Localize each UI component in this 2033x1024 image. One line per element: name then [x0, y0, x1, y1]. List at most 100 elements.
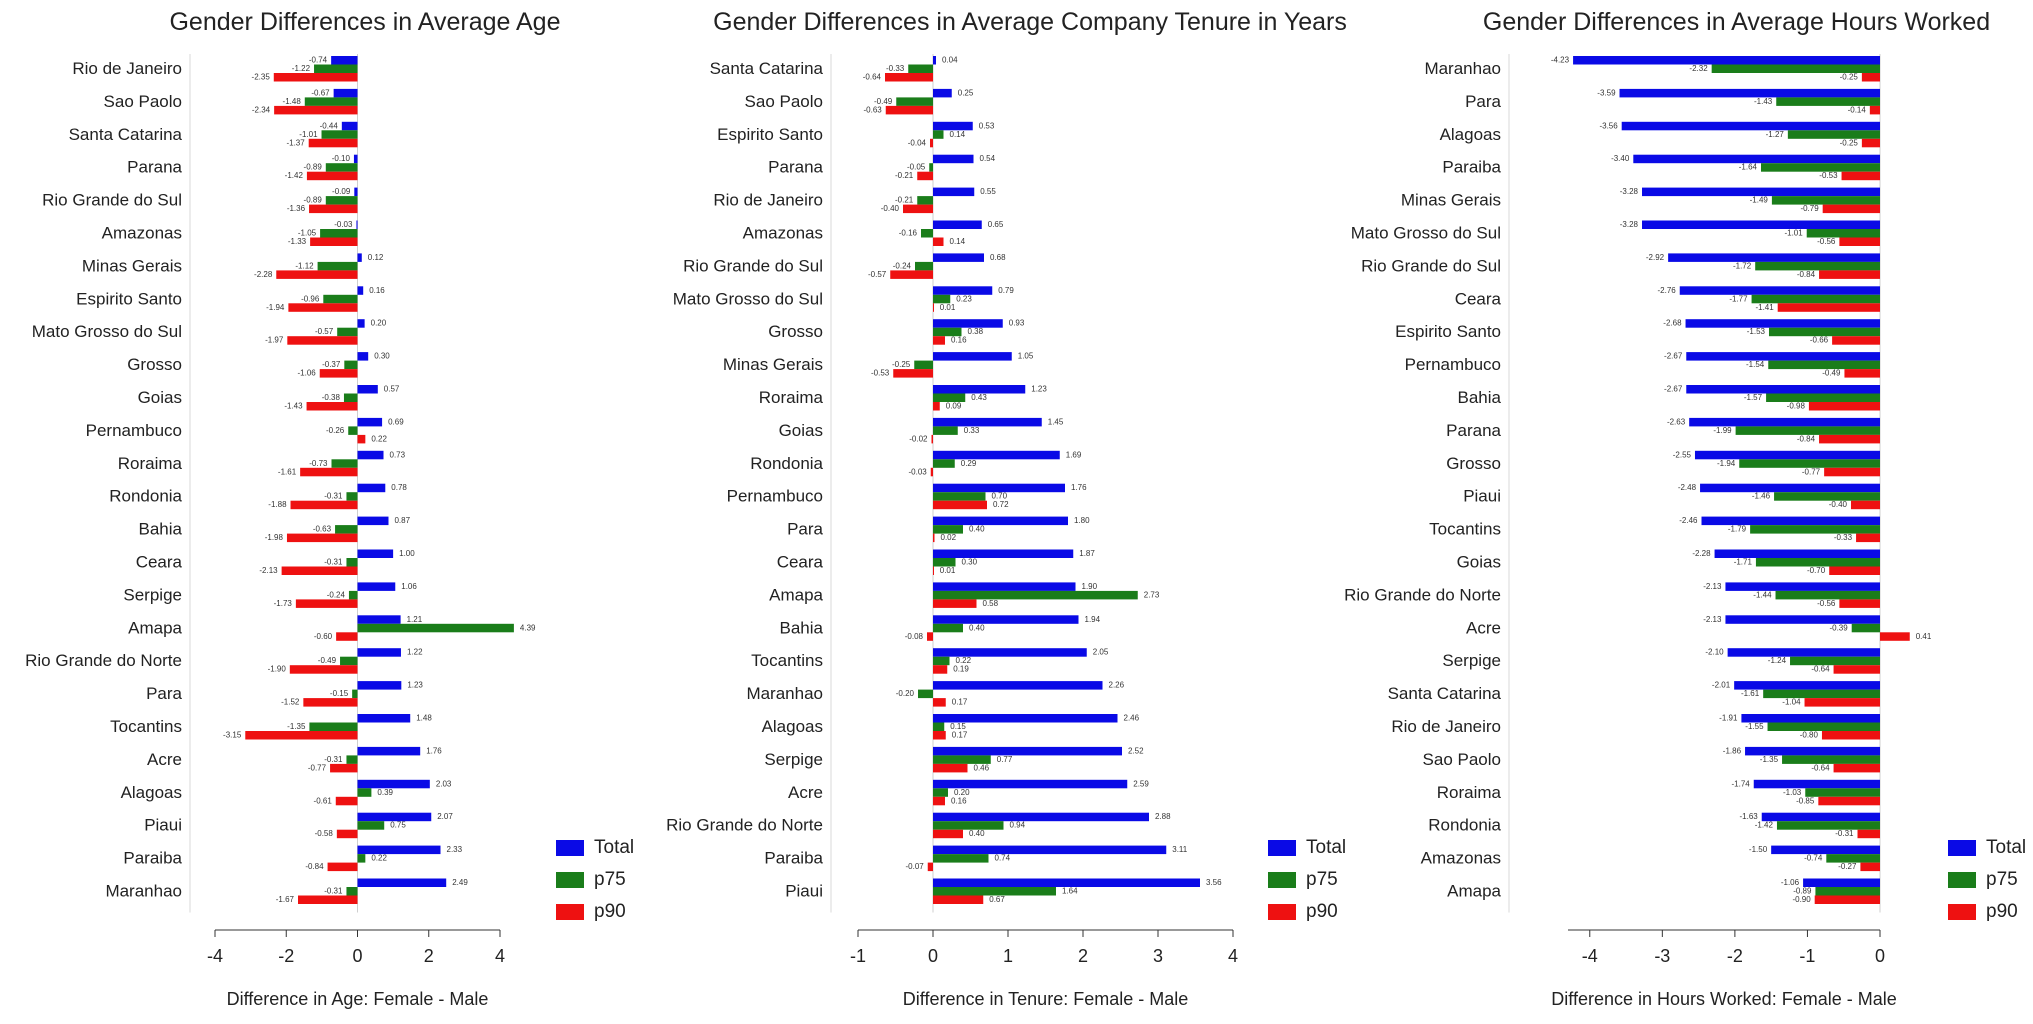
data-label-total: 2.33	[447, 845, 463, 854]
data-label-total: -2.67	[1664, 352, 1683, 361]
x-tick-label: 3	[1153, 946, 1163, 966]
category-label: Parana	[127, 158, 182, 177]
category-label: Tocantins	[751, 651, 823, 670]
bar-p75	[357, 821, 385, 830]
bar-total	[357, 286, 364, 295]
bar-p90	[933, 237, 944, 246]
data-label-total: -2.46	[1679, 516, 1698, 525]
bar-p90	[917, 171, 933, 181]
data-label-total: 3.11	[1172, 845, 1188, 854]
category-label: Rio Grande do Sul	[1361, 256, 1501, 275]
data-label-p90: -0.60	[314, 632, 333, 641]
data-label-total: 1.76	[1071, 483, 1087, 492]
x-axis-label: Difference in Hours Worked: Female - Mal…	[1551, 989, 1896, 1009]
category-label: Para	[146, 684, 182, 703]
bar-p75	[933, 459, 955, 468]
data-label-p75: -0.37	[322, 360, 341, 369]
bar-total	[357, 714, 411, 723]
bar-p75	[933, 393, 966, 402]
category-label: Piaui	[144, 816, 182, 835]
data-label-total: -0.03	[334, 220, 353, 229]
bar-total	[1689, 417, 1880, 427]
data-label-total: -2.13	[1703, 582, 1722, 591]
data-label-p75: -1.71	[1734, 558, 1753, 567]
bar-p90	[1804, 698, 1880, 707]
data-label-p90: -0.84	[305, 862, 324, 871]
tenure-chart-svg: Santa Catarina 0.04 -0.33 -0.64 Sao Paolo 0.2…	[666, 54, 1238, 1009]
bar-total	[357, 779, 430, 789]
bar-total	[933, 253, 984, 262]
data-label-total: -3.56	[1599, 121, 1618, 130]
bar-p90	[1777, 303, 1880, 312]
data-label-p75: -2.32	[1689, 64, 1708, 73]
data-label-p90: -0.53	[1819, 171, 1838, 180]
data-label-p90: -1.41	[1755, 303, 1774, 312]
data-label-total: 0.93	[1009, 319, 1025, 328]
bar-total	[933, 286, 993, 295]
data-label-p75: -1.64	[1739, 163, 1758, 172]
data-label-total: -3.59	[1597, 88, 1616, 97]
bar-total	[933, 549, 1074, 558]
category-label: Bahia	[1458, 388, 1502, 407]
data-label-p90: 0.01	[940, 566, 956, 575]
hours-chart-panel: Gender Differences in Average Hours Work…	[1344, 0, 2033, 1024]
bar-p75	[304, 97, 358, 106]
bar-p90	[1880, 632, 1910, 641]
category-label: Amazonas	[743, 224, 823, 243]
data-label-p75: 0.14	[950, 130, 966, 139]
category-label: Roraima	[1437, 783, 1502, 802]
data-label-p75: -0.63	[313, 525, 332, 534]
bar-p90	[306, 171, 358, 181]
bar-p75	[1774, 492, 1880, 501]
bar-p75	[929, 163, 933, 172]
bar-p90	[289, 665, 358, 674]
category-label: Pernambuco	[1405, 355, 1501, 374]
bar-p90	[1839, 599, 1880, 608]
bar-total	[1727, 648, 1880, 657]
data-label-total: 1.76	[426, 746, 442, 755]
category-label: Roraima	[759, 388, 824, 407]
data-label-p75: -0.24	[893, 261, 912, 270]
bar-p90	[303, 698, 358, 707]
data-label-p90: 0.14	[950, 237, 966, 246]
legend-label-p75: p75	[1986, 869, 2018, 890]
category-label: Bahia	[139, 520, 183, 539]
data-label-total: -2.13	[1703, 615, 1722, 624]
bar-p75	[1768, 360, 1880, 370]
data-label-p75: -0.74	[1804, 854, 1823, 863]
x-tick-label: -3	[1654, 946, 1670, 966]
bar-p75	[1851, 623, 1880, 633]
bar-total	[933, 220, 982, 229]
category-label: Ceara	[777, 553, 824, 572]
tenure-chart-panel: Gender Differences in Average Company Te…	[666, 0, 1360, 1024]
legend-label-p90: p90	[1306, 901, 1338, 922]
bar-p90	[287, 336, 358, 345]
bar-p75	[933, 821, 1004, 830]
bar-total	[357, 319, 365, 328]
bar-p75	[357, 623, 514, 633]
data-label-total: 1.05	[1018, 352, 1034, 361]
data-label-p90: -0.63	[864, 105, 883, 114]
data-label-total: -2.76	[1658, 286, 1677, 295]
x-tick-label: 0	[928, 946, 938, 966]
legend-item-p90: p90	[1948, 896, 2026, 928]
data-label-p75: 0.77	[997, 755, 1013, 764]
category-label: Parana	[1446, 421, 1501, 440]
data-label-total: 0.55	[980, 187, 996, 196]
bar-total	[1761, 812, 1880, 822]
bar-total	[354, 187, 358, 197]
bar-p75	[320, 229, 358, 238]
bar-p90	[295, 599, 358, 608]
data-label-p90: -1.97	[265, 336, 284, 345]
data-label-p90: -0.04	[908, 138, 927, 147]
data-label-p75: -1.01	[299, 130, 318, 139]
category-label: Serpige	[1442, 651, 1501, 670]
data-label-p75: -1.01	[1784, 229, 1803, 238]
data-label-p90: 0.16	[951, 336, 967, 345]
legend-item-p75: p75	[1268, 864, 1346, 896]
data-label-total: -0.10	[332, 154, 351, 163]
data-label-p90: -3.15	[223, 731, 242, 740]
x-tick-label: -2	[1727, 946, 1743, 966]
data-label-total: 0.57	[384, 385, 400, 394]
data-label-p90: -0.80	[1800, 731, 1819, 740]
